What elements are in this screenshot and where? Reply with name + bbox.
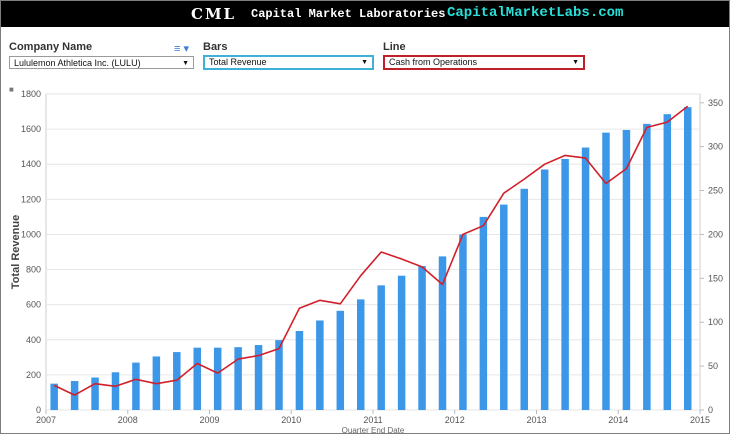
revenue-bar [622,129,631,410]
cash-from-operations-line [53,105,689,396]
y-left-tick-label: 1800 [21,89,41,99]
banner: CML Capital Market Laboratories CapitalM… [1,1,729,27]
y-left-tick-label: 600 [26,300,41,310]
revenue-bar [111,372,120,410]
y-right-tick-label: 150 [708,273,723,283]
revenue-bar [438,256,447,410]
revenue-bar [479,216,488,410]
x-axis-label: Quarter End Date [342,426,405,434]
revenue-bar [377,285,385,410]
revenue-bar [418,266,426,410]
line-label: Line [383,41,406,53]
revenue-bar [540,169,549,410]
x-tick-label: 2010 [281,415,301,425]
revenue-bar [500,204,508,410]
bars-label: Bars [203,41,228,53]
y-left-tick-label: 200 [26,370,41,380]
revenue-bar [275,340,283,410]
y-right-tick-label: 100 [708,317,723,327]
y-right-tick-label: 300 [708,142,723,152]
revenue-bar [581,147,590,411]
chevron-down-icon[interactable]: ▼ [572,59,579,66]
revenue-bar [356,299,365,410]
banner-title: Capital Market Laboratories [251,7,446,21]
chevron-down-icon[interactable]: ▼ [182,60,189,67]
revenue-bar [132,362,140,410]
revenue-bar [683,107,692,411]
revenue-bar [397,275,406,410]
x-tick-label: 2015 [690,415,710,425]
revenue-bar [663,114,672,410]
revenue-bar [193,347,201,410]
y-left-tick-label: 1400 [21,159,41,169]
chart-corner-mark: ■ [9,85,14,94]
revenue-bar [520,188,528,410]
revenue-bar [173,352,181,410]
x-tick-label: 2013 [526,415,546,425]
revenue-bar [234,347,242,410]
revenue-bar [50,383,58,410]
revenue-bar [91,377,99,410]
y-left-tick-label: 1600 [21,124,41,134]
revenue-bar [561,158,569,410]
x-tick-label: 2008 [118,415,138,425]
y-right-tick-label: 50 [708,361,718,371]
company-label: Company Name [9,41,93,53]
company-select-value: Lululemon Athletica Inc. (LULU) [14,58,141,68]
cml-logo: CML [191,5,237,23]
y-left-tick-label: 1000 [21,229,41,239]
bars-select-value: Total Revenue [209,57,267,67]
y-axis-label: Total Revenue [10,215,22,289]
x-tick-label: 2014 [608,415,628,425]
list-filter-icon[interactable]: ≡ ▾ [174,43,189,55]
x-tick-label: 2011 [363,415,382,425]
site-link[interactable]: CapitalMarketLabs.com [447,5,624,21]
revenue-bar [459,234,467,410]
line-select-value: Cash from Operations [389,57,478,67]
y-right-tick-label: 250 [708,186,723,196]
y-right-tick-label: 200 [708,229,723,239]
bars-select[interactable]: Total Revenue ▼ [203,55,374,70]
chevron-down-icon[interactable]: ▼ [361,59,368,66]
line-select[interactable]: Cash from Operations ▼ [383,55,585,70]
y-left-tick-label: 0 [36,405,41,415]
revenue-bar [316,320,324,410]
x-tick-label: 2007 [36,415,56,425]
revenue-bar [602,132,610,410]
y-right-tick-label: 350 [708,98,723,108]
revenue-bar [295,331,304,410]
revenue-bar [254,345,263,410]
y-left-tick-label: 1200 [21,194,41,204]
x-tick-label: 2009 [199,415,219,425]
y-left-tick-label: 400 [26,335,41,345]
y-left-tick-label: 800 [26,265,41,275]
revenue-bar [643,123,651,410]
revenue-bar [213,347,222,410]
revenue-bar [336,310,345,410]
company-select[interactable]: Lululemon Athletica Inc. (LULU) ▼ [9,56,194,69]
y-right-tick-label: 0 [708,405,713,415]
x-tick-label: 2012 [445,415,465,425]
plot-area [45,93,701,411]
